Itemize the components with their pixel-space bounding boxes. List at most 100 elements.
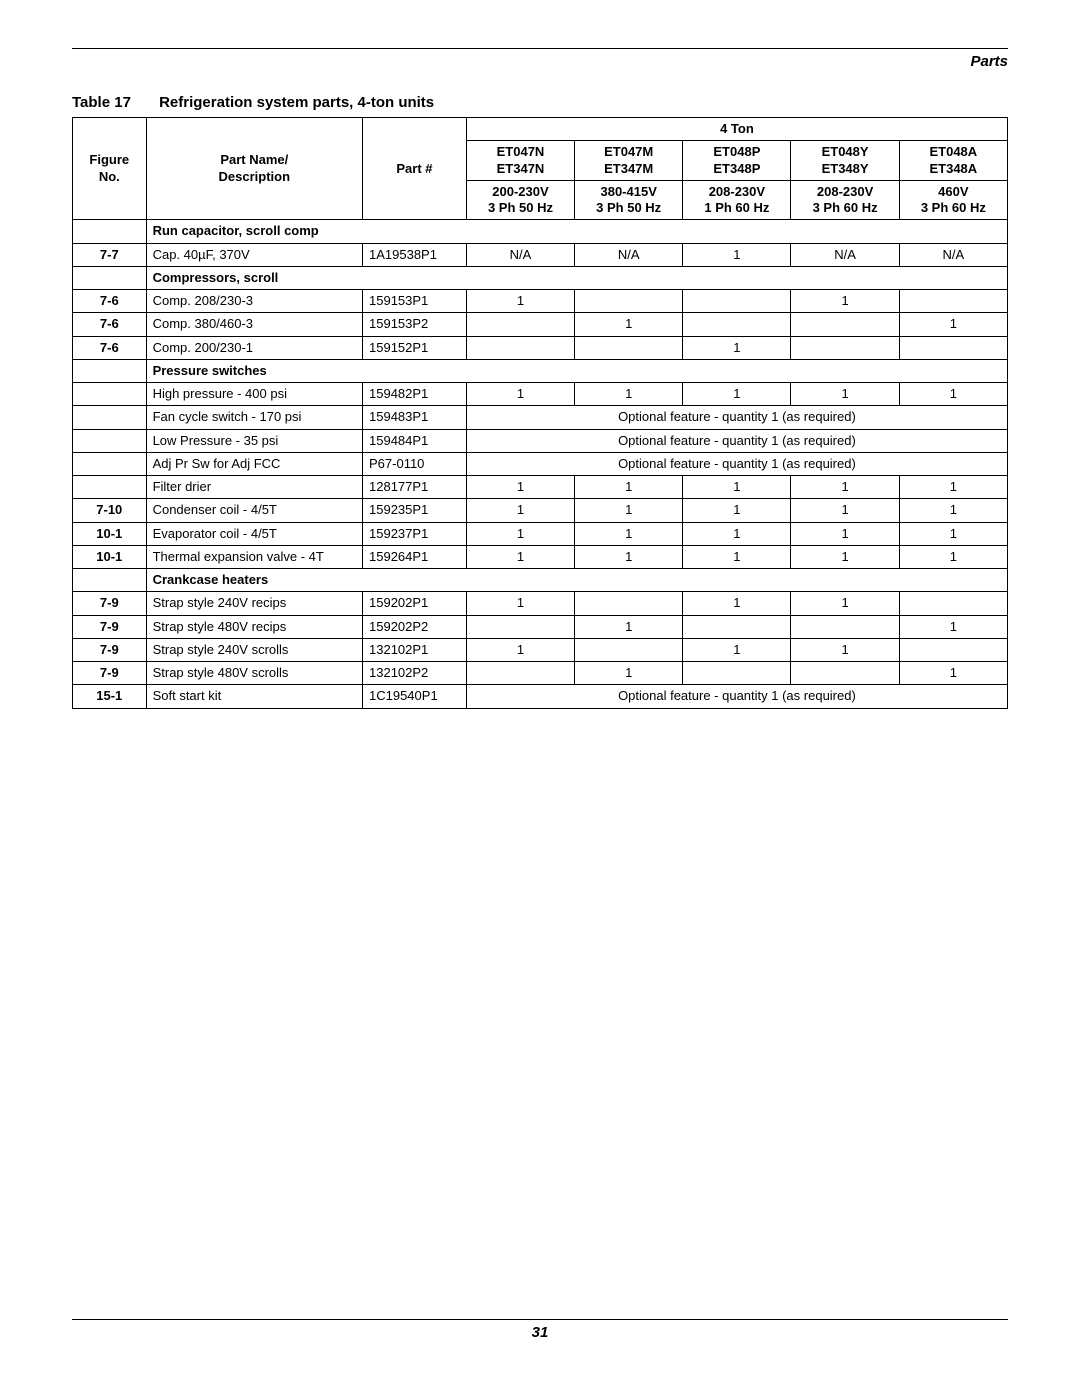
cell-value: 1 (899, 499, 1007, 522)
cell-part: 159482P1 (363, 383, 467, 406)
cell-desc: Comp. 200/230-1 (146, 336, 362, 359)
cell-value (575, 638, 683, 661)
cell-value (575, 336, 683, 359)
table-row: 7-6Comp. 208/230-3159153P111 (73, 290, 1008, 313)
cell-desc: Condenser coil - 4/5T (146, 499, 362, 522)
table-row: 7-10Condenser coil - 4/5T159235P111111 (73, 499, 1008, 522)
cell-optional: Optional feature - quantity 1 (as requir… (466, 429, 1007, 452)
cell-value: 1 (466, 638, 574, 661)
cell-value: 1 (899, 615, 1007, 638)
cell-value: 1 (899, 383, 1007, 406)
cell-value: 1 (683, 592, 791, 615)
cell-figure: 15-1 (73, 685, 147, 708)
cell-part: 159152P1 (363, 336, 467, 359)
cell-value: 1 (683, 638, 791, 661)
cell-value: N/A (575, 243, 683, 266)
cell-value: 1 (575, 662, 683, 685)
table-row: 10-1Evaporator coil - 4/5T159237P111111 (73, 522, 1008, 545)
table-row: 10-1Thermal expansion valve - 4T159264P1… (73, 545, 1008, 568)
section-title: Crankcase heaters (146, 569, 1007, 592)
cell-value (683, 313, 791, 336)
cell-value: 1 (683, 243, 791, 266)
cell-part: 159484P1 (363, 429, 467, 452)
cell-figure: 7-6 (73, 313, 147, 336)
cell-value: 1 (899, 313, 1007, 336)
cell-part: 159202P1 (363, 592, 467, 615)
section-title: Run capacitor, scroll comp (146, 220, 1007, 243)
cell-part: 159153P1 (363, 290, 467, 313)
cell-value (791, 662, 899, 685)
section-fig-blank (73, 266, 147, 289)
table-row: 15-1Soft start kit1C19540P1Optional feat… (73, 685, 1008, 708)
table-caption: Refrigeration system parts, 4-ton units (159, 94, 434, 111)
cell-desc: Adj Pr Sw for Adj FCC (146, 452, 362, 475)
cell-value: N/A (899, 243, 1007, 266)
header-rule (72, 48, 1008, 49)
cell-figure: 7-9 (73, 592, 147, 615)
cell-value: 1 (899, 545, 1007, 568)
section-header: Parts (72, 53, 1008, 70)
cell-figure (73, 452, 147, 475)
cell-part: 132102P1 (363, 638, 467, 661)
cell-part: 159237P1 (363, 522, 467, 545)
parts-table: FigureNo.Part Name/DescriptionPart #4 To… (72, 117, 1008, 709)
col-header-desc: Part Name/Description (146, 118, 362, 220)
cell-value: N/A (466, 243, 574, 266)
cell-part: 159483P1 (363, 406, 467, 429)
col-header-figure: FigureNo. (73, 118, 147, 220)
cell-value: 1 (791, 545, 899, 568)
table-title: Table 17 Refrigeration system parts, 4-t… (72, 94, 1008, 111)
section-fig-blank (73, 220, 147, 243)
cell-desc: High pressure - 400 psi (146, 383, 362, 406)
section-title: Compressors, scroll (146, 266, 1007, 289)
cell-desc: Strap style 240V scrolls (146, 638, 362, 661)
model-header: ET048PET348P (683, 141, 791, 181)
cell-value (899, 638, 1007, 661)
cell-desc: Comp. 380/460-3 (146, 313, 362, 336)
cell-part: 128177P1 (363, 476, 467, 499)
cell-figure: 7-10 (73, 499, 147, 522)
cell-value: 1 (791, 638, 899, 661)
cell-desc: Strap style 480V scrolls (146, 662, 362, 685)
cell-value (683, 662, 791, 685)
cell-value: 1 (899, 662, 1007, 685)
cell-optional: Optional feature - quantity 1 (as requir… (466, 406, 1007, 429)
cell-value: 1 (791, 383, 899, 406)
cell-value: 1 (899, 476, 1007, 499)
table-row: 7-9Strap style 480V scrolls132102P211 (73, 662, 1008, 685)
table-number: Table 17 (72, 94, 131, 111)
table-row: 7-6Comp. 200/230-1159152P11 (73, 336, 1008, 359)
cell-desc: Thermal expansion valve - 4T (146, 545, 362, 568)
cell-value: 1 (575, 545, 683, 568)
model-header: ET048AET348A (899, 141, 1007, 181)
cell-value: N/A (791, 243, 899, 266)
model-header: ET047MET347M (575, 141, 683, 181)
cell-figure (73, 406, 147, 429)
cell-value (466, 313, 574, 336)
cell-value: 1 (683, 383, 791, 406)
cell-value (466, 336, 574, 359)
cell-value: 1 (466, 545, 574, 568)
cell-figure (73, 476, 147, 499)
table-row: Low Pressure - 35 psi159484P1Optional fe… (73, 429, 1008, 452)
cell-value: 1 (791, 476, 899, 499)
cell-value: 1 (683, 545, 791, 568)
table-row: 7-9Strap style 480V recips159202P211 (73, 615, 1008, 638)
table-body: Run capacitor, scroll comp7-7Cap. 40µF, … (73, 220, 1008, 708)
volt-header: 200-230V3 Ph 50 Hz (466, 180, 574, 220)
table-head: FigureNo.Part Name/DescriptionPart #4 To… (73, 118, 1008, 220)
section-fig-blank (73, 569, 147, 592)
cell-figure: 7-6 (73, 336, 147, 359)
cell-part: 159235P1 (363, 499, 467, 522)
cell-optional: Optional feature - quantity 1 (as requir… (466, 452, 1007, 475)
cell-value (466, 662, 574, 685)
table-row: Fan cycle switch - 170 psi159483P1Option… (73, 406, 1008, 429)
cell-figure: 7-9 (73, 615, 147, 638)
cell-value: 1 (466, 476, 574, 499)
cell-desc: Evaporator coil - 4/5T (146, 522, 362, 545)
cell-part: P67-0110 (363, 452, 467, 475)
volt-header: 208-230V1 Ph 60 Hz (683, 180, 791, 220)
cell-figure (73, 383, 147, 406)
cell-value (899, 290, 1007, 313)
cell-part: 159202P2 (363, 615, 467, 638)
